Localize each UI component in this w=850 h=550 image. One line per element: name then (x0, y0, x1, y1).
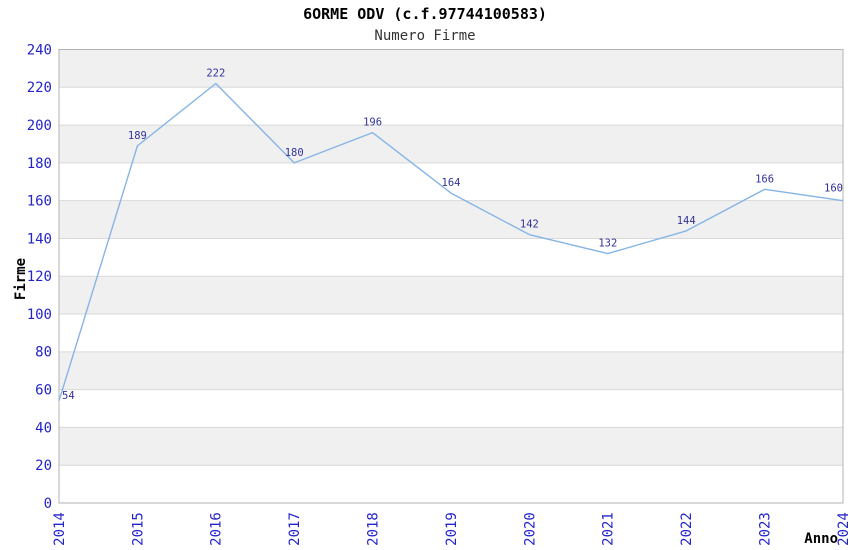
y-tick-label: 80 (35, 345, 52, 361)
data-line (58, 82, 844, 402)
data-point-label: 189 (128, 130, 147, 142)
plot-border (58, 49, 844, 504)
x-tick-label: 2022 (679, 512, 695, 546)
plot-band (59, 125, 843, 163)
data-point-label: 160 (824, 183, 843, 195)
y-tick-label: 180 (27, 156, 52, 172)
data-point-label: 222 (206, 68, 225, 80)
data-point-label: 196 (363, 117, 382, 129)
x-tick-label: 2016 (209, 512, 225, 546)
y-tick-label: 140 (27, 231, 52, 247)
plot-band (59, 49, 843, 88)
y-tick-label: 0 (44, 496, 52, 512)
x-tick-label: 2015 (130, 512, 146, 546)
data-point-label: 144 (677, 215, 696, 227)
plot-band (59, 427, 843, 466)
y-tick-label: 220 (27, 80, 52, 96)
data-point-label: 54 (62, 390, 75, 402)
y-tick-label: 200 (27, 118, 52, 134)
data-point-label: 132 (598, 238, 617, 250)
data-point-label: 142 (520, 219, 539, 231)
x-axis-label: Anno (804, 531, 838, 547)
chart-subtitle: Numero Firme (374, 28, 476, 44)
y-axis-label: Firme (13, 258, 29, 300)
plot-band (59, 351, 843, 390)
x-tick-label: 2019 (444, 512, 460, 546)
plot-band (59, 276, 843, 315)
y-tick-label: 240 (27, 42, 52, 58)
x-tick-label: 2014 (52, 512, 68, 546)
x-tick-label: 2017 (287, 512, 303, 546)
y-tick-label: 160 (27, 194, 52, 210)
data-point-label: 180 (285, 147, 304, 159)
y-tick-label: 20 (35, 458, 52, 474)
y-tick-label: 60 (35, 383, 52, 399)
x-tick-label: 2023 (758, 512, 774, 546)
x-tick-label: 2018 (366, 512, 382, 546)
x-tick-label: 2021 (601, 512, 617, 546)
data-point-label: 164 (442, 177, 461, 189)
y-tick-label: 120 (27, 269, 52, 285)
data-point-label: 166 (755, 173, 774, 185)
x-tick-label: 2024 (836, 512, 850, 546)
x-tick-label: 2020 (522, 512, 538, 546)
chart-title: 6ORME ODV (c.f.97744100583) (303, 5, 547, 23)
y-tick-label: 40 (35, 420, 52, 436)
plot-band (59, 200, 843, 239)
y-tick-label: 100 (27, 307, 52, 323)
